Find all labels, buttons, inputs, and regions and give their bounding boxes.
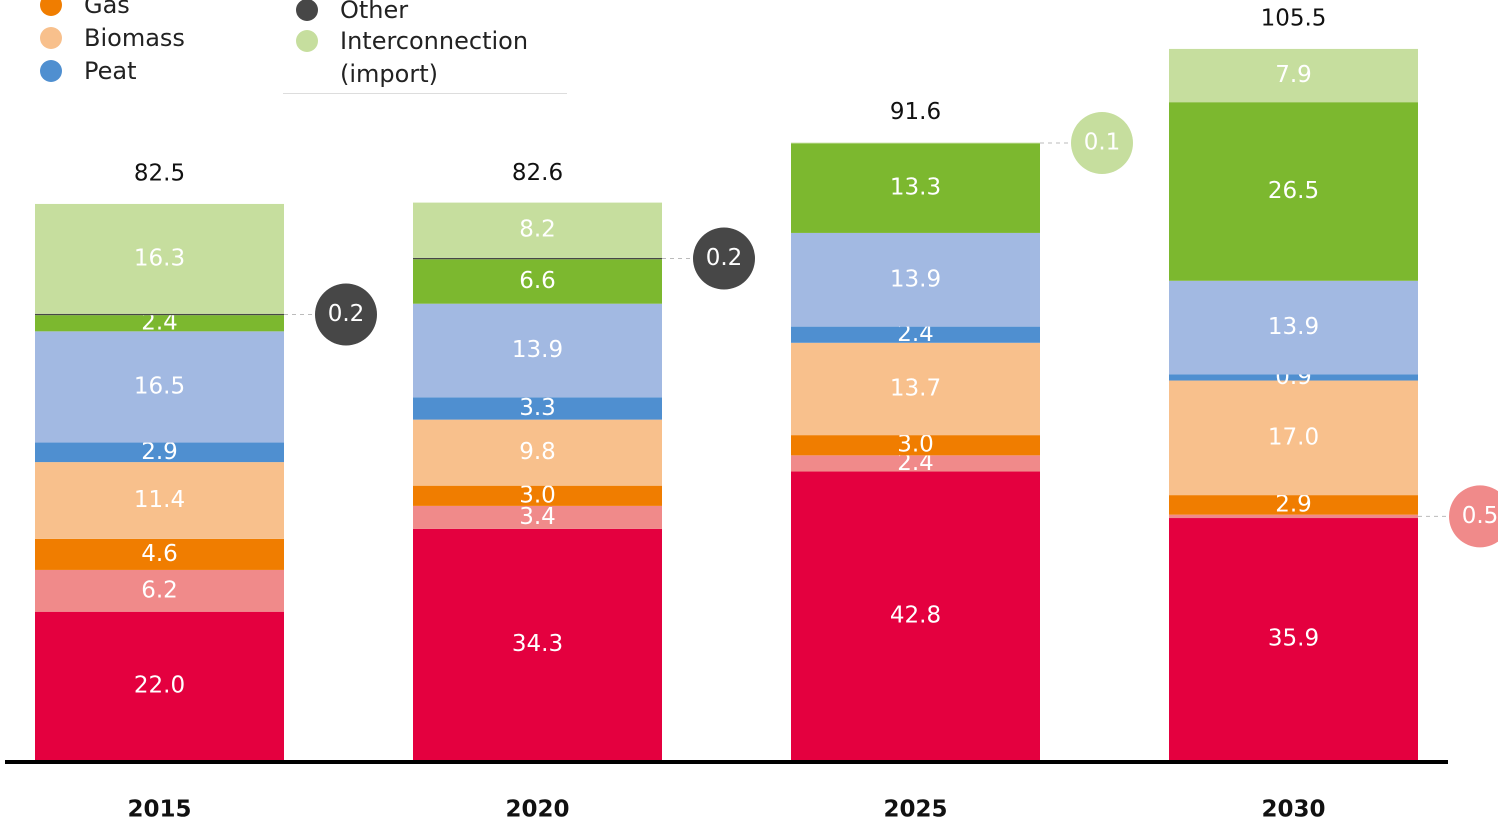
value-label: 3.0	[519, 482, 556, 508]
bubble-label: 0.2	[706, 245, 743, 271]
bar-segment	[791, 471, 1040, 760]
value-label: 13.7	[890, 375, 941, 401]
value-label: 2.9	[141, 439, 178, 465]
value-label: 26.5	[1268, 178, 1319, 204]
bar-segment	[1169, 280, 1418, 375]
bar-segment	[413, 485, 662, 506]
bar-segment	[413, 259, 662, 304]
value-label: 9.8	[519, 439, 556, 465]
value-label: 2.9	[1275, 491, 1312, 517]
bar-segment	[413, 419, 662, 486]
bar-segment	[791, 326, 1040, 343]
x-tick-label: 2020	[505, 797, 569, 823]
legend-label: Other	[340, 0, 409, 24]
value-label: 6.2	[141, 577, 178, 603]
bar-segment	[413, 397, 662, 420]
bar-segment	[1169, 514, 1418, 519]
bubble	[315, 283, 377, 346]
total-label: 91.6	[890, 99, 941, 125]
bar-segment	[413, 505, 662, 529]
total-label: 82.6	[512, 160, 563, 186]
legend-item: Other	[296, 0, 408, 27]
bubble	[693, 227, 755, 290]
value-label: 13.9	[1268, 314, 1319, 340]
value-label: 11.4	[134, 487, 185, 513]
bar-segment	[1169, 518, 1418, 760]
value-label: 13.3	[890, 175, 941, 201]
bar-segment	[35, 442, 284, 463]
legend-item: Interconnection (import)	[296, 25, 572, 91]
value-label: 3.4	[519, 504, 556, 530]
bar-segment	[1169, 380, 1418, 496]
bubble-label: 0.1	[1084, 129, 1121, 155]
legend-label: Peat	[84, 57, 137, 85]
bar-segment	[791, 455, 1040, 472]
value-label: 22.0	[134, 672, 185, 698]
total-label: 105.5	[1261, 5, 1327, 31]
bar-segment	[791, 342, 1040, 436]
bar-segment	[791, 232, 1040, 327]
value-label: 13.9	[512, 337, 563, 363]
bar-segment	[791, 435, 1040, 456]
bar-segment	[35, 462, 284, 539]
bar-segment	[1169, 495, 1418, 515]
legend-swatch	[40, 27, 62, 49]
legend-rule	[283, 93, 567, 94]
bubble-label: 0.5	[1462, 503, 1498, 529]
bar-segment	[35, 315, 284, 332]
legend-swatch	[296, 0, 318, 21]
value-label: 7.9	[1275, 62, 1312, 88]
bar-segment	[35, 203, 284, 314]
legend-swatch	[296, 30, 318, 52]
bar-segment	[35, 313, 284, 316]
bar-segment	[413, 202, 662, 258]
value-label: 42.8	[890, 602, 941, 628]
bar-segment	[1169, 374, 1418, 381]
bar-segment	[791, 142, 1040, 144]
value-label: 34.3	[512, 631, 563, 657]
x-tick-label: 2025	[883, 797, 947, 823]
legend-swatch	[40, 60, 62, 82]
value-label: 3.3	[519, 395, 556, 421]
bar-segment	[35, 538, 284, 570]
legend-swatch	[40, 0, 62, 16]
bar-segment	[791, 143, 1040, 233]
value-label: 35.9	[1268, 626, 1319, 652]
legend-label: Gas	[84, 0, 130, 19]
legend-item: Gas	[40, 0, 130, 22]
bubble	[1449, 485, 1498, 548]
bubble	[1071, 111, 1133, 174]
bar-segment	[35, 331, 284, 443]
bar-segment	[35, 569, 284, 612]
legend-item: Peat	[40, 55, 137, 88]
value-label: 3.0	[897, 432, 934, 458]
value-label: 13.9	[890, 266, 941, 292]
total-label: 82.5	[134, 160, 185, 186]
x-tick-label: 2015	[127, 797, 191, 823]
bubble-label: 0.2	[328, 301, 365, 327]
bar-segment	[413, 257, 662, 260]
legend-item: Biomass	[40, 22, 185, 55]
x-tick-label: 2030	[1261, 797, 1325, 823]
bar-segment	[1169, 48, 1418, 103]
bar-segment	[1169, 102, 1418, 281]
value-label: 17.0	[1268, 424, 1319, 450]
bar-segment	[35, 611, 284, 760]
value-label: 6.6	[519, 268, 556, 294]
value-label: 16.3	[134, 245, 185, 271]
bar-segment	[413, 303, 662, 398]
legend-label: Interconnection (import)	[340, 27, 529, 88]
bar-segment	[413, 528, 662, 760]
value-label: 8.2	[519, 217, 556, 243]
value-label: 4.6	[141, 541, 178, 567]
legend-label: Biomass	[84, 24, 185, 52]
value-label: 16.5	[134, 373, 185, 399]
